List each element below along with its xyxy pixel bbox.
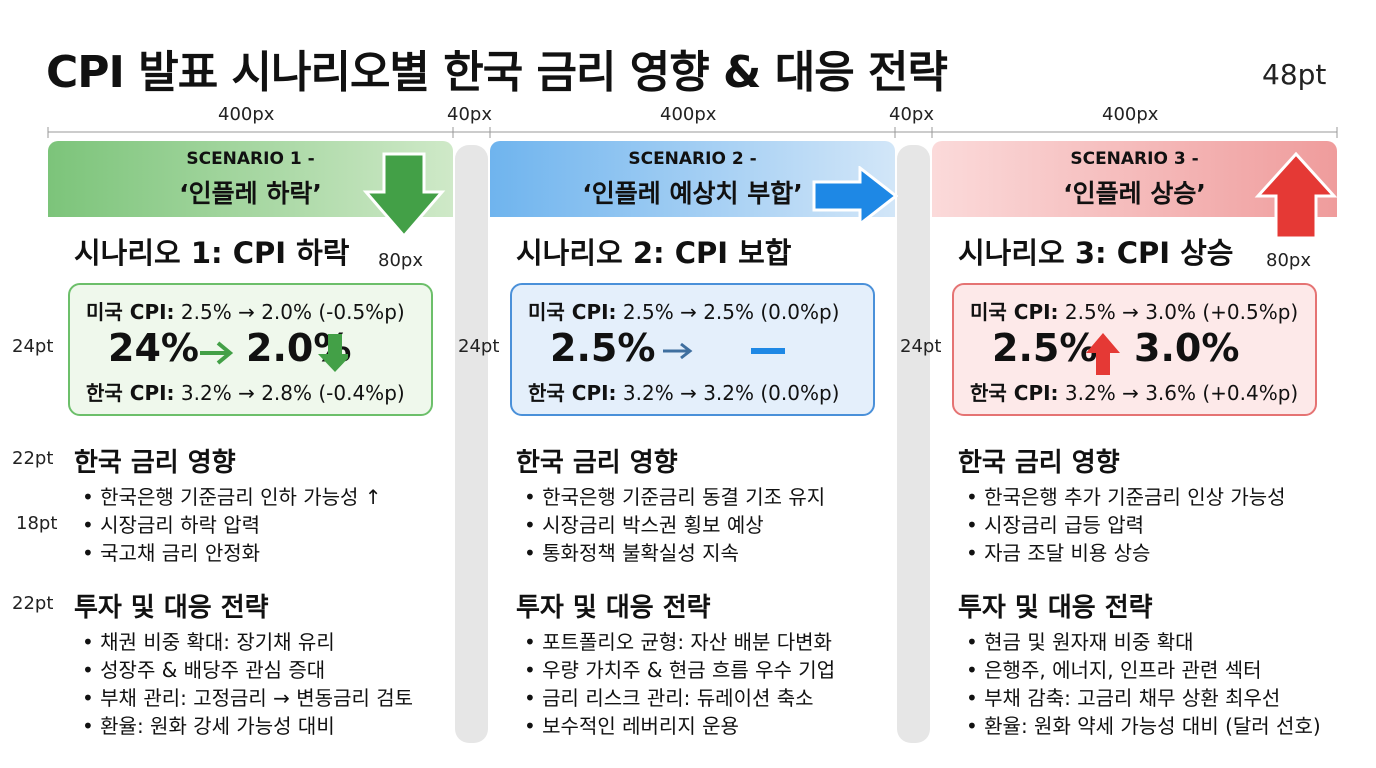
section-title: 한국 금리 영향 xyxy=(74,448,236,478)
big-value: 24% xyxy=(108,326,199,370)
annotation: 400px xyxy=(218,104,275,125)
cpi-box xyxy=(510,283,875,416)
scenario-name: ‘인플레 예상치 부합’ xyxy=(582,179,803,208)
scenario-header xyxy=(932,141,1337,217)
section-title: 투자 및 대응 전략 xyxy=(958,593,1153,623)
annotation: 24pt xyxy=(12,336,54,357)
big-value: 2.5% xyxy=(550,326,656,370)
scenario-label: SCENARIO 3 - xyxy=(1070,149,1199,169)
scenario-heading: 시나리오 2: CPI 보합 xyxy=(516,236,792,270)
scenario-arrow xyxy=(812,164,899,230)
cpi-line: 한국 CPI: 3.2% → 2.8% (-0.4%p) xyxy=(86,377,405,406)
annotation: 80px xyxy=(1266,250,1311,271)
big-value: 2.5% xyxy=(992,326,1098,370)
title: CPI 발표 시나리오별 한국 금리 영향 & 대응 전략 xyxy=(46,47,948,98)
scenario-label: SCENARIO 1 - xyxy=(186,149,315,169)
list-item: 우량 가치주 & 현금 흐름 우수 기업 xyxy=(524,654,835,683)
cpi-value: 2.5% → 2.0% (-0.5%p) xyxy=(180,300,405,324)
list-item: 채권 비중 확대: 장기채 유리 xyxy=(82,626,335,655)
cpi-label: 한국 CPI: xyxy=(970,381,1059,405)
annotation: 40px xyxy=(447,104,492,125)
list-item: 금리 리스크 관리: 듀레이션 축소 xyxy=(524,682,813,711)
list-item: 시장금리 박스권 횡보 예상 xyxy=(524,509,763,538)
annotation: 22pt xyxy=(12,593,54,614)
list-item: 자금 조달 비용 상승 xyxy=(966,537,1150,566)
annotation: 24pt xyxy=(458,336,500,357)
scenario-heading: 시나리오 1: CPI 하락 xyxy=(74,236,350,270)
section-title: 투자 및 대응 전략 xyxy=(74,593,269,623)
list-item: 현금 및 원자재 비중 확대 xyxy=(966,626,1193,655)
cpi-label: 미국 CPI: xyxy=(970,300,1059,324)
section-title: 한국 금리 영향 xyxy=(958,448,1120,478)
cpi-line: 한국 CPI: 3.2% → 3.6% (+0.4%p) xyxy=(970,377,1298,406)
big-value: 3.0% xyxy=(1134,326,1240,370)
section-title: 투자 및 대응 전략 xyxy=(516,593,711,623)
annotation: 18pt xyxy=(16,513,58,534)
change-icon xyxy=(655,326,805,380)
cpi-line: 미국 CPI: 2.5% → 2.0% (-0.5%p) xyxy=(86,296,405,325)
cpi-label: 한국 CPI: xyxy=(86,381,175,405)
cpi-label: 미국 CPI: xyxy=(86,300,175,324)
scenario-arrow xyxy=(362,150,446,244)
list-item: 한국은행 추가 기준금리 인상 가능성 xyxy=(966,481,1285,510)
annotation: 22pt xyxy=(12,448,54,469)
cpi-label: 미국 CPI: xyxy=(528,300,617,324)
scenario-arrow xyxy=(1254,150,1338,246)
cpi-value: 3.2% → 3.2% (0.0%p) xyxy=(622,381,840,405)
list-item: 시장금리 하락 압력 xyxy=(82,509,260,538)
section-title: 한국 금리 영향 xyxy=(516,448,678,478)
list-item: 한국은행 기준금리 동결 기조 유지 xyxy=(524,481,825,510)
annotation: 24pt xyxy=(900,336,942,357)
cpi-box xyxy=(952,283,1317,416)
scenario-name: ‘인플레 상승’ xyxy=(1063,179,1206,208)
annotation: 48pt xyxy=(1262,58,1327,91)
cpi-label: 한국 CPI: xyxy=(528,381,617,405)
cpi-line: 한국 CPI: 3.2% → 3.2% (0.0%p) xyxy=(528,377,839,406)
list-item: 시장금리 급등 압력 xyxy=(966,509,1144,538)
list-item: 통화정책 불확실성 지속 xyxy=(524,537,739,566)
list-item: 부채 관리: 고정금리 → 변동금리 검토 xyxy=(82,682,413,711)
cpi-value: 2.5% → 3.0% (+0.5%p) xyxy=(1064,300,1299,324)
change-icon xyxy=(1084,329,1134,383)
list-item: 성장주 & 배당주 관심 증대 xyxy=(82,654,325,683)
cpi-line: 미국 CPI: 2.5% → 2.5% (0.0%p) xyxy=(528,296,839,325)
scenario-heading: 시나리오 3: CPI 상승 xyxy=(958,236,1234,270)
list-item: 보수적인 레버리지 운용 xyxy=(524,710,739,739)
list-item: 한국은행 기준금리 인하 가능성 ↑ xyxy=(82,481,381,510)
scenario-name: ‘인플레 하락’ xyxy=(179,179,322,208)
change-icon xyxy=(198,328,352,382)
annotation: 400px xyxy=(1102,104,1159,125)
annotation: 40px xyxy=(889,104,934,125)
cpi-value: 3.2% → 3.6% (+0.4%p) xyxy=(1064,381,1299,405)
list-item: 국고채 금리 안정화 xyxy=(82,537,260,566)
list-item: 은행주, 에너지, 인프라 관련 섹터 xyxy=(966,654,1261,683)
scenario-label: SCENARIO 2 - xyxy=(628,149,757,169)
list-item: 환율: 원화 강세 가능성 대비 xyxy=(82,710,335,739)
cpi-box xyxy=(68,283,433,416)
annotation: 400px xyxy=(660,104,717,125)
annotation: 80px xyxy=(378,250,423,271)
list-item: 환율: 원화 약세 가능성 대비 (달러 선호) xyxy=(966,710,1321,739)
list-item: 부채 감축: 고금리 채무 상환 최우선 xyxy=(966,682,1280,711)
cpi-value: 3.2% → 2.8% (-0.4%p) xyxy=(180,381,405,405)
cpi-value: 2.5% → 2.5% (0.0%p) xyxy=(622,300,840,324)
list-item: 포트폴리오 균형: 자산 배분 다변화 xyxy=(524,626,832,655)
cpi-line: 미국 CPI: 2.5% → 3.0% (+0.5%p) xyxy=(970,296,1298,325)
